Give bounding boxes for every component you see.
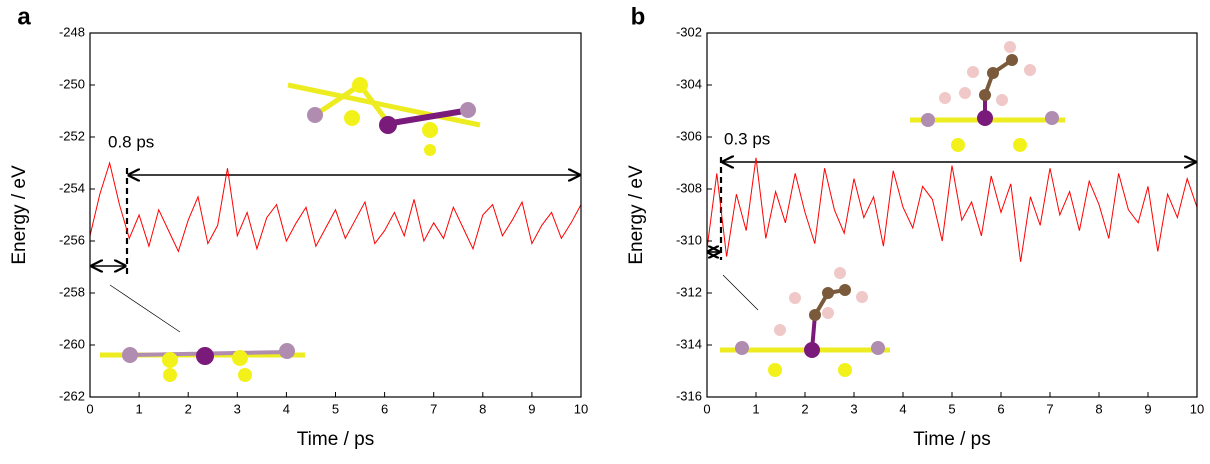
plot-frame <box>89 32 582 398</box>
molecule-b-bottom <box>720 267 890 377</box>
annotation: 0.3 ps <box>724 129 770 148</box>
x-tick-label: 7 <box>430 401 437 416</box>
y-tick-label: -252 <box>59 128 85 143</box>
x-tick-label: 6 <box>381 401 388 416</box>
y-tick-label: -302 <box>676 24 702 39</box>
x-tick-label: 10 <box>1190 401 1204 416</box>
x-tick-label: 2 <box>185 401 192 416</box>
y-tick-label: -312 <box>676 284 702 299</box>
x-tick-label: 9 <box>1144 401 1151 416</box>
x-tick-label: 0 <box>86 401 93 416</box>
y-tick-label: -316 <box>676 388 702 403</box>
y-tick-label: -250 <box>59 76 85 91</box>
molecule-a-bottom <box>100 284 305 382</box>
x-tick-label: 6 <box>997 401 1004 416</box>
y-tick-label: -254 <box>59 180 85 195</box>
x-tick-label: 3 <box>850 401 857 416</box>
y-axis-label: Energy / eV <box>626 165 647 265</box>
x-axis-label: Time / ps <box>913 429 990 450</box>
x-tick-label: 5 <box>332 401 339 416</box>
y-tick-label: -258 <box>59 284 85 299</box>
molecule-b-top <box>910 41 1065 152</box>
x-tick-label: 3 <box>234 401 241 416</box>
y-axis-label: Energy / eV <box>9 165 30 265</box>
y-tick-label: -304 <box>676 76 702 91</box>
x-tick-label: 10 <box>574 401 588 416</box>
x-tick-label: 8 <box>479 401 486 416</box>
energy-line <box>89 161 582 253</box>
x-tick-label: 8 <box>1095 401 1102 416</box>
y-tick-label: -310 <box>676 232 702 247</box>
annotation: 0.8 ps <box>108 132 154 151</box>
plot-frame <box>706 32 1198 398</box>
x-axis-label: Time / ps <box>297 429 374 450</box>
x-tick-label: 7 <box>1046 401 1053 416</box>
y-tick-label: -256 <box>59 232 85 247</box>
x-tick-label: 9 <box>528 401 535 416</box>
y-tick-label: -314 <box>676 336 702 351</box>
y-tick-label: -262 <box>59 388 85 403</box>
x-tick-label: 1 <box>752 401 759 416</box>
panel-label: b <box>631 3 646 30</box>
y-tick-label: -306 <box>676 128 702 143</box>
arrows-a <box>92 168 579 276</box>
y-tick-label: -308 <box>676 180 702 195</box>
energy-line <box>706 157 1198 262</box>
y-tick-label: -248 <box>59 24 85 39</box>
x-tick-label: 4 <box>899 401 906 416</box>
x-tick-label: 2 <box>801 401 808 416</box>
x-tick-label: 0 <box>703 401 710 416</box>
y-tick-label: -260 <box>59 336 85 351</box>
x-tick-label: 4 <box>283 401 290 416</box>
molecule-a-top <box>287 77 481 156</box>
panel-label: a <box>17 3 31 30</box>
x-tick-label: 1 <box>135 401 142 416</box>
x-tick-label: 5 <box>948 401 955 416</box>
